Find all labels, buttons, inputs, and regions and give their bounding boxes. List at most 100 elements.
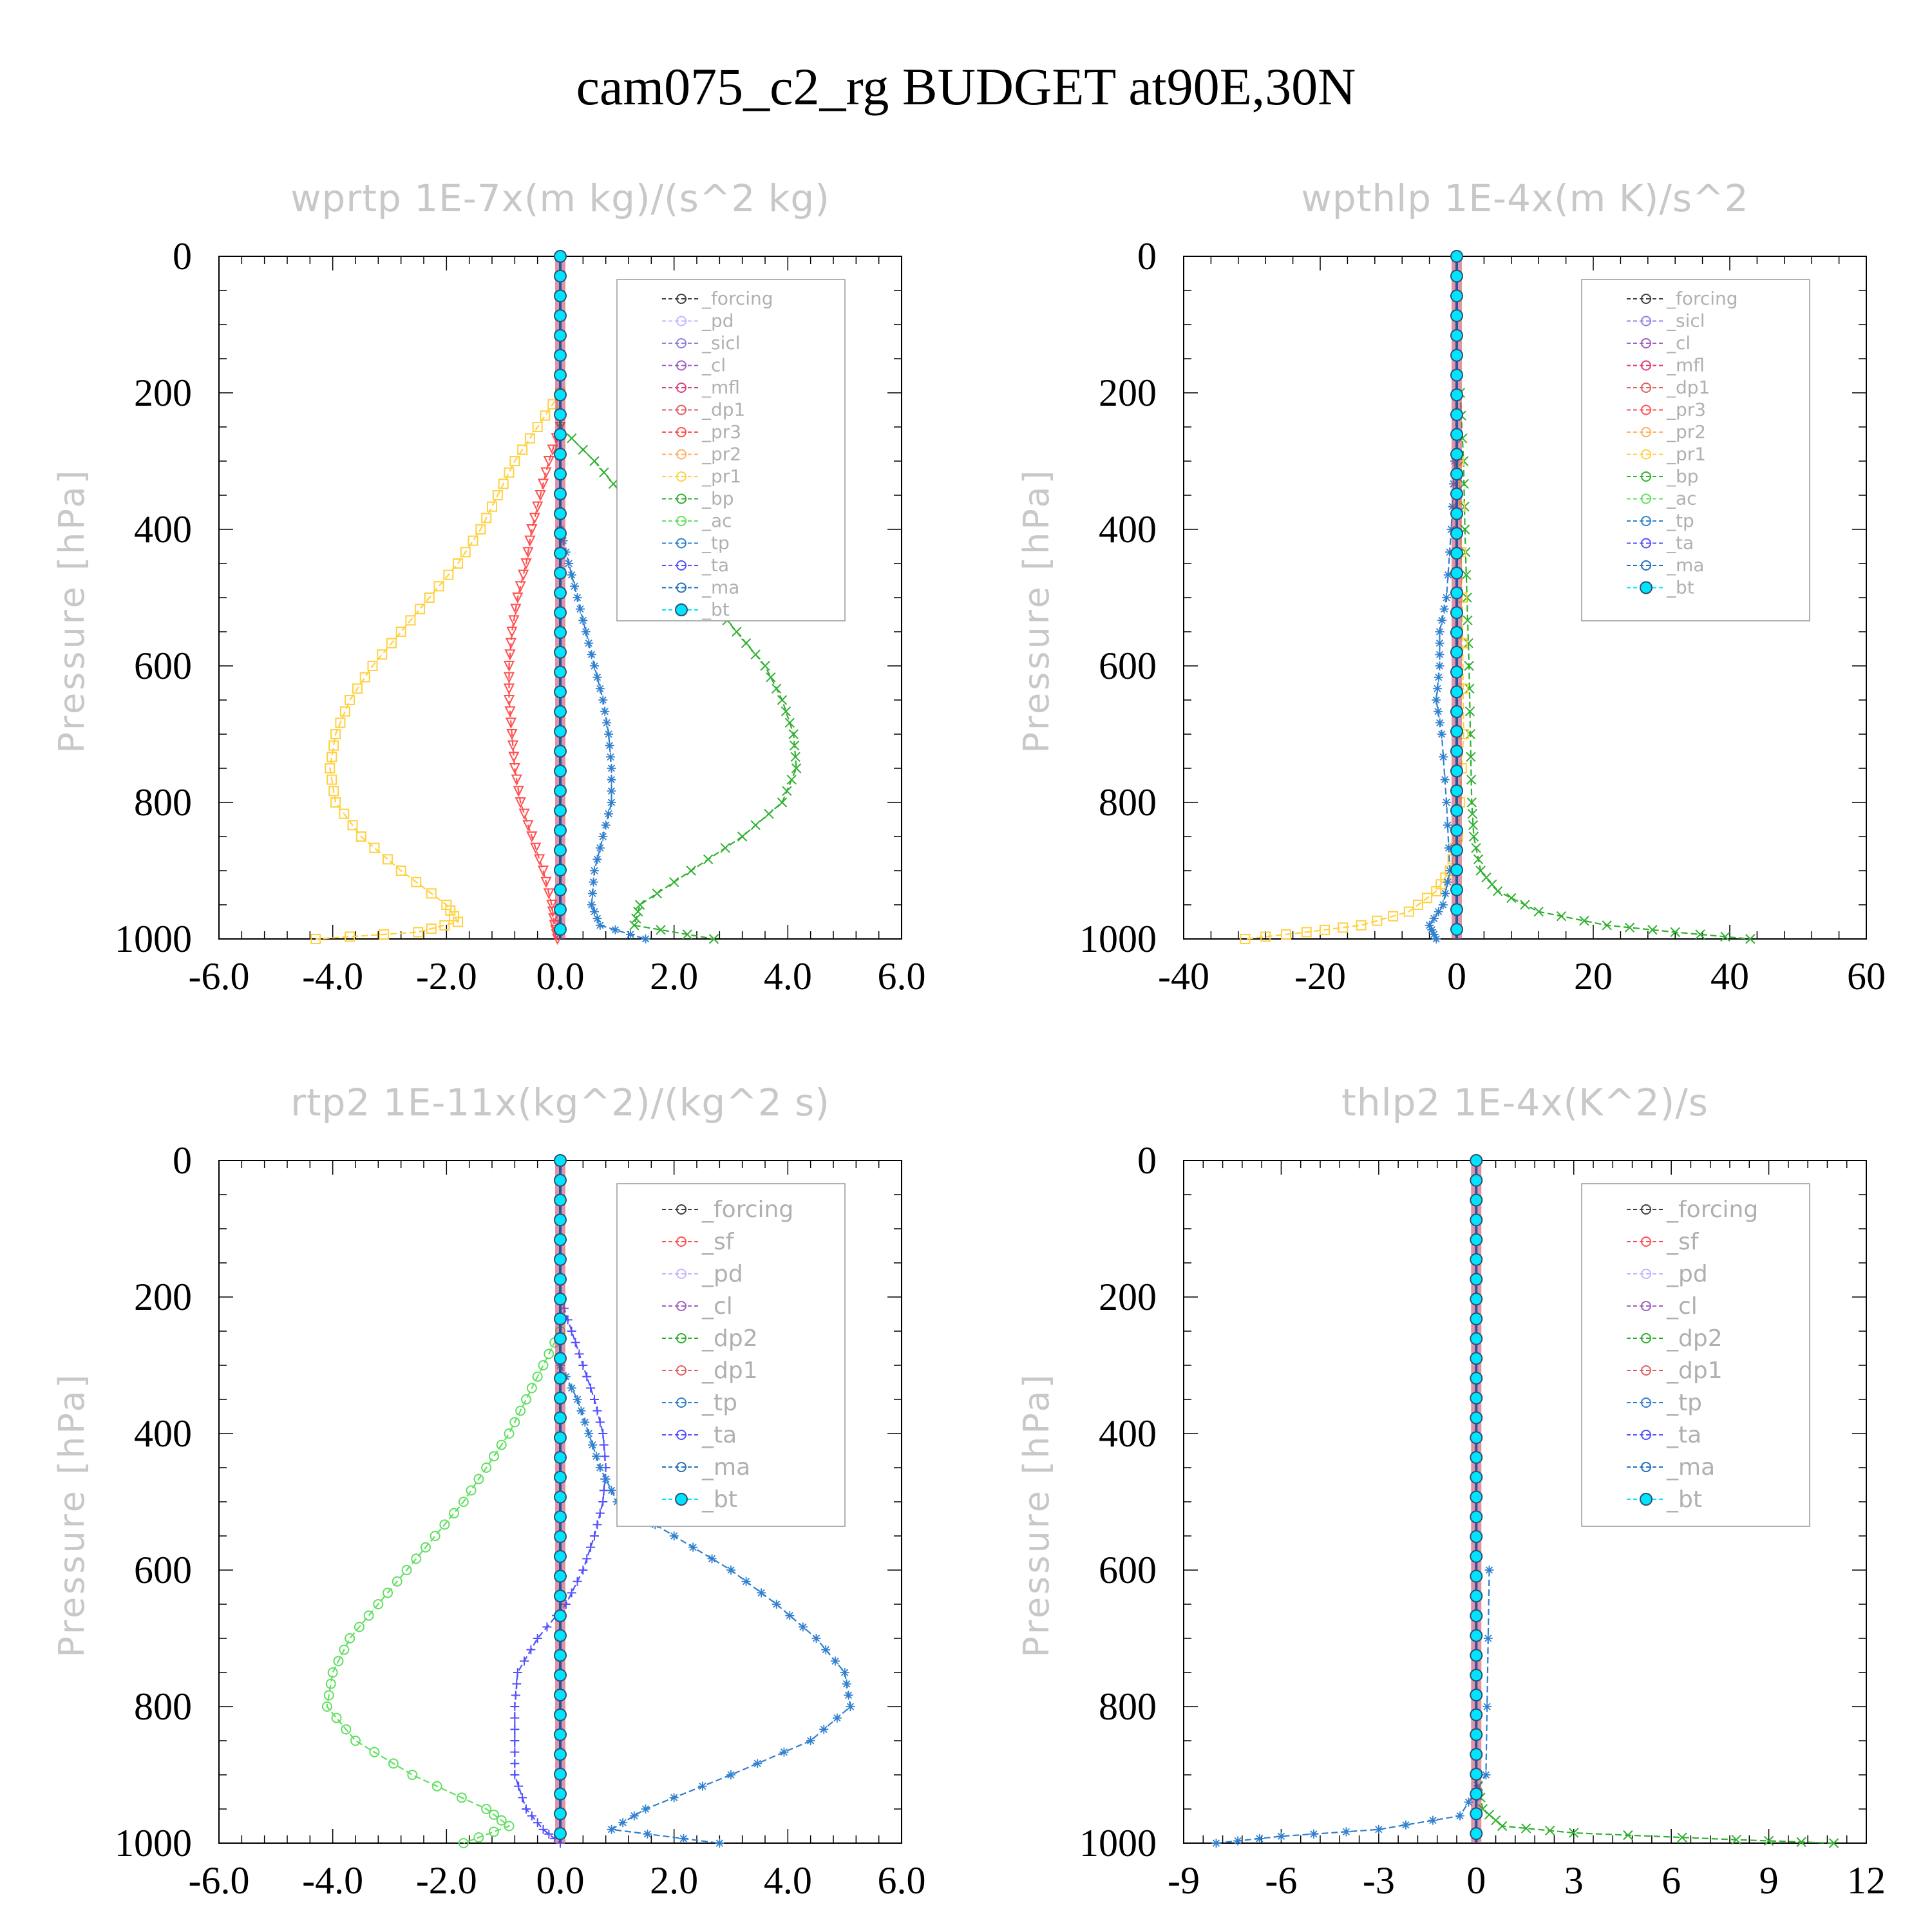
series-marker — [554, 1391, 567, 1405]
series-marker — [554, 408, 567, 421]
panel-title: rtp2 1E-11x(kg^2)/(kg^2 s) — [290, 1081, 830, 1124]
series-marker — [369, 842, 380, 853]
series-marker — [682, 929, 692, 940]
series-marker — [554, 764, 567, 778]
legend-swatch-marker — [676, 1430, 687, 1440]
series-marker — [1471, 842, 1481, 853]
series-marker — [1450, 527, 1463, 540]
legend-label: _tp — [701, 533, 730, 554]
series-marker — [1470, 1193, 1483, 1207]
legend-label: _bt — [701, 599, 730, 620]
legend-swatch-marker — [1641, 1462, 1651, 1472]
series-marker — [1450, 348, 1463, 362]
series-marker — [456, 1792, 467, 1803]
series-marker — [629, 920, 639, 931]
legend-label: _bt — [1666, 577, 1694, 598]
series-marker — [496, 1439, 507, 1450]
legend-swatch-marker — [676, 294, 687, 304]
y-axis-label: Pressure [hPa] — [1016, 1372, 1057, 1657]
series-marker — [339, 808, 350, 819]
series-marker — [1470, 1510, 1483, 1524]
legend-label: _ma — [701, 1454, 750, 1481]
series-marker — [1569, 1828, 1579, 1838]
x-tick-label: 3 — [1564, 1859, 1584, 1902]
series-marker — [1233, 1836, 1243, 1846]
series-marker — [1450, 626, 1463, 639]
series-marker — [515, 797, 526, 809]
series-marker — [554, 1767, 567, 1781]
series-marker — [460, 547, 471, 558]
series-marker — [789, 740, 800, 751]
series-marker — [1434, 706, 1443, 716]
series-line — [560, 1365, 851, 1844]
legend-swatch-marker — [1641, 538, 1651, 549]
series-marker — [1443, 570, 1453, 580]
legend-swatch-marker — [1641, 516, 1651, 526]
legend-swatch-marker — [676, 1204, 687, 1215]
panel-title: thlp2 1E-4x(K^2)/s — [1341, 1081, 1709, 1124]
series-marker — [1341, 1827, 1351, 1837]
series-marker — [573, 1395, 582, 1404]
series-marker — [1450, 724, 1463, 738]
series-marker — [656, 925, 666, 935]
series-marker — [732, 627, 742, 637]
legend-label: _pd — [701, 310, 734, 332]
series-marker — [588, 1440, 598, 1450]
series-marker — [1470, 1827, 1483, 1841]
legend-label: _pr2 — [1666, 421, 1706, 442]
y-tick-label: 0 — [173, 1139, 192, 1182]
y-tick-label: 200 — [1099, 1276, 1157, 1318]
legend-swatch-marker — [1641, 1204, 1651, 1215]
series-marker — [554, 1609, 567, 1623]
series-marker — [473, 1473, 484, 1484]
series-marker — [1470, 1609, 1483, 1623]
series-marker — [544, 1829, 554, 1839]
x-tick-label: -6.0 — [189, 955, 250, 998]
series-marker — [347, 820, 358, 831]
series-marker — [1450, 665, 1463, 679]
series-marker — [777, 797, 788, 808]
legend-swatch-marker — [676, 516, 687, 526]
series-marker — [1470, 1293, 1483, 1306]
series-marker — [688, 1542, 698, 1552]
series-line — [514, 1296, 607, 1844]
series-marker — [741, 1577, 751, 1586]
series-marker — [1428, 1815, 1437, 1825]
series-marker — [341, 1724, 352, 1735]
legend-label: _cl — [1666, 332, 1690, 354]
series-marker — [554, 824, 567, 837]
legend-label: _pd — [701, 1261, 743, 1287]
series-marker — [592, 1520, 602, 1530]
series-marker — [1450, 547, 1463, 560]
series-marker — [373, 1599, 384, 1609]
series-marker — [760, 661, 770, 671]
series-marker — [1450, 863, 1463, 876]
series-marker — [590, 1531, 599, 1540]
series-marker — [508, 615, 520, 627]
series-marker — [554, 507, 567, 520]
series-marker — [505, 638, 517, 649]
series-marker — [589, 877, 598, 887]
series-marker — [544, 1349, 554, 1359]
series-marker — [325, 763, 336, 773]
series-marker — [554, 1728, 567, 1741]
series-marker — [1450, 388, 1463, 402]
series-marker — [1484, 1566, 1494, 1575]
series-marker — [1431, 886, 1442, 896]
series-marker — [524, 535, 536, 547]
series-marker — [321, 1701, 332, 1712]
series-marker — [1450, 408, 1463, 421]
series-marker — [1623, 1830, 1633, 1841]
series-marker — [504, 706, 516, 717]
series-marker — [599, 467, 609, 478]
series-marker — [595, 1417, 605, 1427]
series-marker — [798, 1622, 808, 1632]
series-marker — [458, 1838, 469, 1848]
series-marker — [598, 1429, 608, 1438]
series-marker — [1429, 914, 1439, 923]
series-marker — [1446, 525, 1456, 534]
series-marker — [333, 1656, 344, 1667]
series-marker — [554, 744, 567, 758]
series-line — [316, 392, 561, 940]
